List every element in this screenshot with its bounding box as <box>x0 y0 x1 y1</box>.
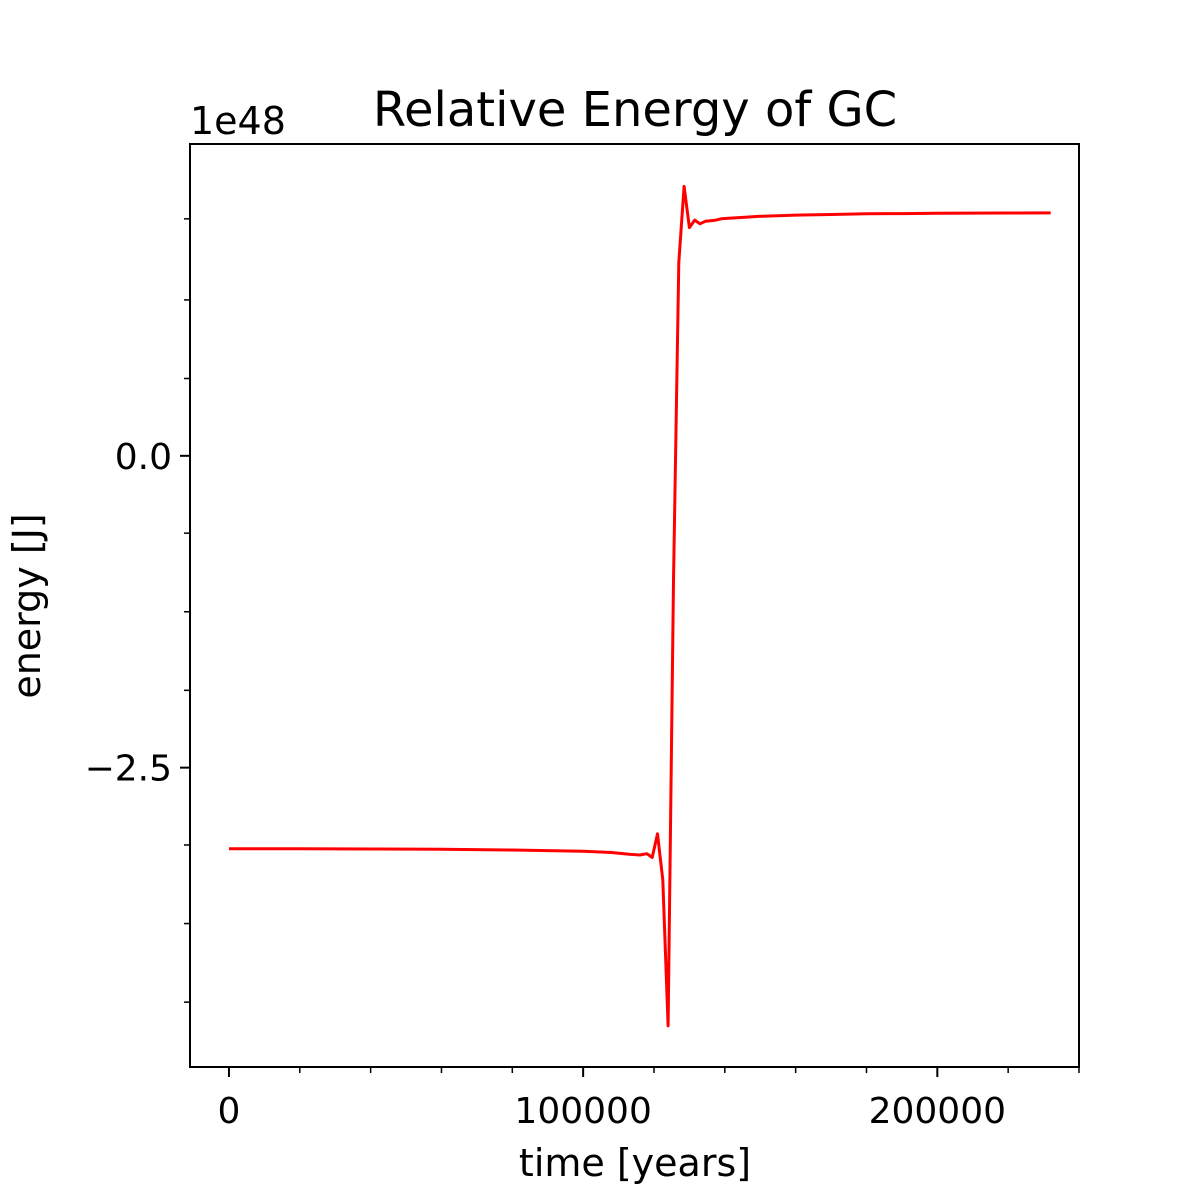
y-tick-label: 0.0 <box>115 437 172 478</box>
x-axis: 0 100000 200000 <box>218 1067 1080 1132</box>
y-tick-label: −2.5 <box>85 749 172 790</box>
axes-frame <box>189 143 1080 1068</box>
x-tick-label: 200000 <box>869 1091 1006 1132</box>
series-line-0 <box>229 184 1051 1028</box>
x-tick-label: 100000 <box>514 1091 651 1132</box>
y-axis: 0.0 −2.5 <box>85 218 190 1003</box>
y-offset-label: 1e48 <box>190 99 286 143</box>
x-axis-label: time [years] <box>519 1141 751 1185</box>
chart-title: Relative Energy of GC <box>373 82 897 138</box>
plot-area <box>229 184 1051 1028</box>
x-tick-label: 0 <box>218 1091 241 1132</box>
y-axis-label: energy [J] <box>5 513 49 698</box>
